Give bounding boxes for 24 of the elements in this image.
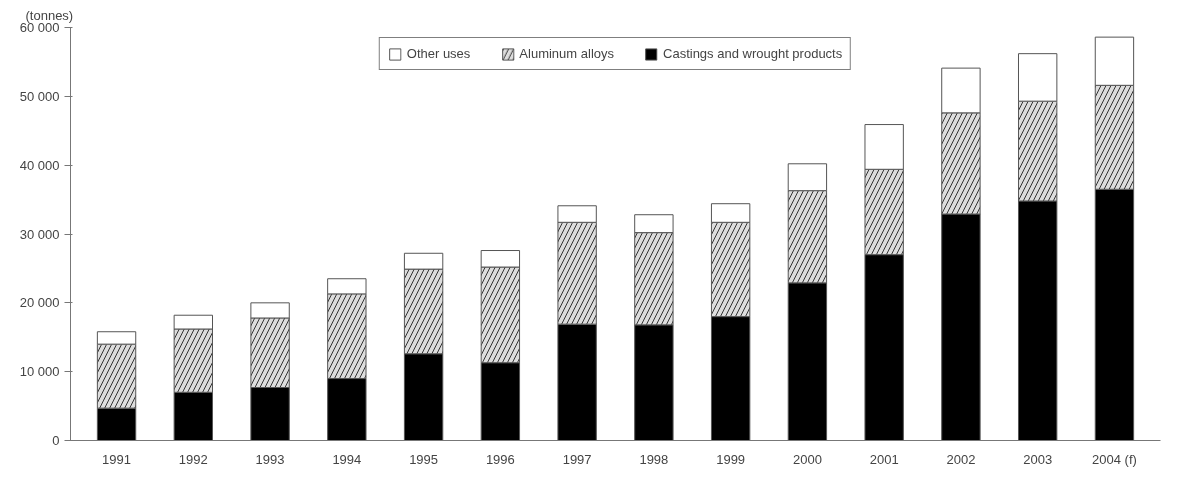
x-tick-label: 2003 bbox=[1023, 451, 1053, 467]
y-tick-label: 0 bbox=[52, 433, 60, 448]
x-tick-label: 1991 bbox=[102, 451, 132, 467]
y-tick-label: 40 000 bbox=[19, 157, 60, 173]
legend-label: Castings and wrought products bbox=[663, 46, 843, 61]
y-tick-label: 50 000 bbox=[19, 88, 60, 104]
x-tick-label: 2000 bbox=[792, 451, 822, 467]
legend-label: Aluminum alloys bbox=[519, 46, 615, 61]
x-tick-label: 1995 bbox=[409, 451, 439, 467]
x-tick-label: 2002 bbox=[946, 451, 976, 467]
x-tick-label: 1996 bbox=[485, 451, 515, 467]
y-tick-label: 30 000 bbox=[19, 226, 60, 242]
legend-label: Other uses bbox=[406, 46, 471, 61]
x-tick-label: 2004 (f) bbox=[1092, 451, 1137, 467]
x-tick-label: 1998 bbox=[639, 451, 669, 467]
x-tick-label: 1999 bbox=[716, 451, 746, 467]
y-tick-label: 10 000 bbox=[19, 364, 60, 380]
x-tick-label: 1997 bbox=[562, 451, 592, 467]
y-axis-title: (tonnes) bbox=[25, 7, 74, 23]
x-tick-label: 1993 bbox=[255, 451, 285, 467]
x-tick-label: 1994 bbox=[332, 451, 362, 467]
x-tick-label: 1992 bbox=[178, 451, 208, 467]
y-tick-label: 20 000 bbox=[19, 295, 60, 311]
x-tick-label: 2001 bbox=[869, 451, 899, 467]
